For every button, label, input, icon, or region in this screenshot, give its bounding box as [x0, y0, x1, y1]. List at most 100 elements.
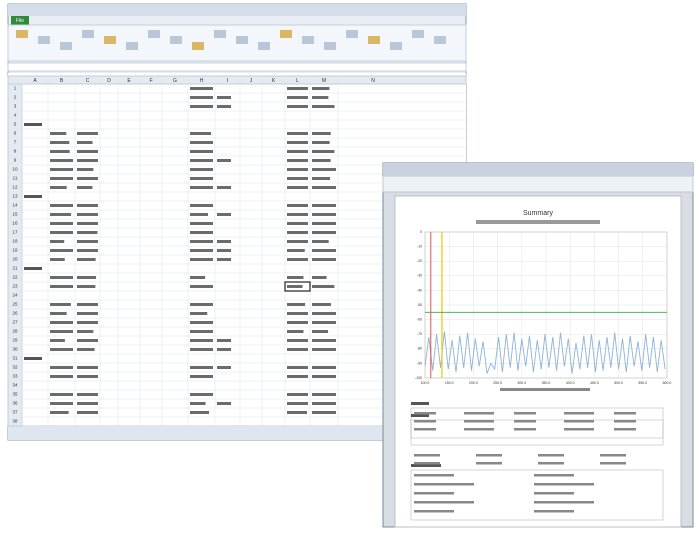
ribbon-icon[interactable]: [324, 42, 336, 50]
cell-text: [24, 357, 42, 360]
cell-text: [77, 213, 98, 216]
cell-text: [190, 312, 207, 315]
cell-text: [190, 186, 213, 189]
cell-text: [312, 150, 334, 153]
section-heading: [411, 402, 429, 405]
x-tick-label: 500.0: [614, 381, 623, 385]
cell-text: [312, 204, 336, 207]
ribbon-icon[interactable]: [368, 36, 380, 44]
row-header: 23: [12, 284, 18, 289]
ribbon-icon[interactable]: [104, 36, 116, 44]
report-title: Summary: [523, 210, 553, 217]
table-text: [534, 510, 574, 513]
row-header: 29: [12, 338, 18, 343]
cell-text: [287, 348, 308, 351]
table-text: [476, 454, 502, 457]
row-header: 32: [12, 365, 18, 370]
cell-text: [50, 168, 73, 171]
cell-text: [77, 303, 98, 306]
table-text: [564, 420, 594, 423]
ribbon-icon[interactable]: [236, 36, 248, 44]
cell-text: [312, 375, 336, 378]
table-text: [514, 420, 536, 423]
ribbon-icon[interactable]: [170, 36, 182, 44]
ribbon-icon[interactable]: [16, 30, 28, 38]
cell-text: [312, 330, 328, 333]
table-text: [414, 454, 440, 457]
row-header: 35: [12, 392, 18, 397]
cell-text: [50, 330, 73, 333]
cell-text: [77, 132, 98, 135]
cell-text: [287, 159, 308, 162]
file-tab-label[interactable]: File: [16, 18, 24, 24]
table-text: [534, 474, 574, 477]
cell-text: [190, 231, 213, 234]
row-header: 36: [12, 401, 18, 406]
column-header: N: [371, 78, 375, 84]
cell-text: [312, 96, 328, 99]
row-header: 13: [12, 194, 18, 199]
report-chart: 0-10-20-30-40-50-60-70-80-90-100100.0150…: [415, 230, 671, 391]
cell-text: [217, 96, 231, 99]
cell-text: [217, 249, 231, 252]
ribbon-icon[interactable]: [390, 42, 402, 50]
cell-text: [50, 276, 73, 279]
cell-text: [287, 87, 308, 90]
cell-text: [190, 87, 213, 90]
row-header: 21: [12, 266, 18, 271]
table-text: [414, 483, 474, 486]
cell-text: [287, 204, 308, 207]
cell-text: [287, 258, 308, 261]
cell-text: [77, 249, 98, 252]
cell-text: [312, 168, 336, 171]
cell-text: [50, 141, 69, 144]
y-tick-label: -80: [417, 347, 422, 351]
ribbon-icon[interactable]: [412, 30, 424, 38]
cell-text: [77, 339, 98, 342]
cell-text: [190, 240, 213, 243]
ribbon-icon[interactable]: [434, 36, 446, 44]
pdf-toolbar: [383, 176, 693, 192]
x-tick-label: 450.0: [590, 381, 599, 385]
cell-text: [24, 123, 42, 126]
cell-text: [77, 231, 97, 234]
ribbon-icon[interactable]: [192, 42, 204, 50]
cell-text: [77, 177, 98, 180]
ribbon-icon[interactable]: [280, 30, 292, 38]
cell-text: [77, 366, 98, 369]
ribbon-icon[interactable]: [346, 30, 358, 38]
cell-text: [50, 402, 73, 405]
y-tick-label: -50: [417, 303, 422, 307]
cell-text: [312, 411, 336, 414]
ribbon-icon[interactable]: [38, 36, 50, 44]
cell-text: [217, 240, 231, 243]
cell-text: [287, 186, 308, 189]
y-tick-label: -10: [417, 245, 422, 249]
table-text: [414, 412, 436, 415]
ribbon-icon[interactable]: [60, 42, 72, 50]
x-tick-label: 600.0: [663, 381, 672, 385]
ribbon-icon[interactable]: [302, 36, 314, 44]
cell-text: [50, 258, 65, 261]
table-text: [534, 492, 574, 495]
cell-text: [287, 393, 308, 396]
y-tick-label: -90: [417, 361, 422, 365]
cell-text: [190, 150, 213, 153]
table-text: [414, 428, 436, 431]
row-header: 38: [12, 419, 18, 424]
x-tick-label: 550.0: [638, 381, 647, 385]
table-text: [534, 501, 594, 504]
column-header-bar: [8, 76, 466, 84]
cell-text: [312, 177, 330, 180]
ribbon-icon[interactable]: [258, 42, 270, 50]
row-header: 22: [12, 275, 18, 280]
ribbon-icon[interactable]: [148, 30, 160, 38]
row-header: 11: [13, 176, 18, 181]
cell-text: [312, 348, 336, 351]
cell-text: [287, 330, 303, 333]
cell-text: [50, 312, 67, 315]
row-header: 25: [12, 302, 18, 307]
ribbon-icon[interactable]: [82, 30, 94, 38]
ribbon-icon[interactable]: [126, 42, 138, 50]
ribbon-icon[interactable]: [214, 30, 226, 38]
